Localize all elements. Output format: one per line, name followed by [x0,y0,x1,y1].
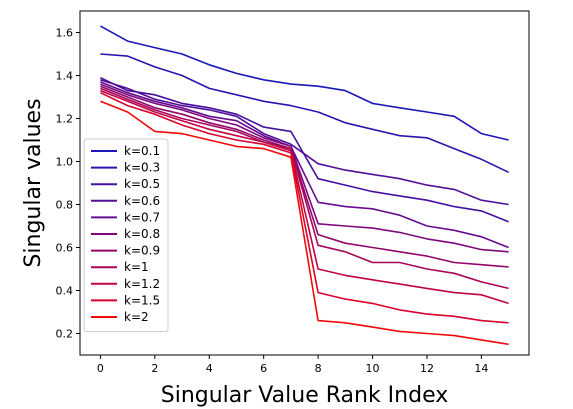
y-tick-label: 1.6 [56,27,74,40]
legend-label: k=1.2 [124,277,160,291]
y-tick-label: 0.2 [56,328,74,341]
ticks-layer: 0 2 4 6 8 10 12 14 0.2 0.4 0.6 0.8 1.0 1.2 1.4 1.6 [56,27,489,376]
x-axis-title: Singular Value Rank Index [161,383,449,408]
legend-label: k=1.5 [124,293,160,307]
legend-label: k=0.8 [124,227,160,241]
series-line-6 [100,85,509,268]
y-tick-label: 0.4 [56,285,74,298]
x-tick-label: 14 [474,362,488,375]
series-line-10 [100,100,509,346]
legend-label: k=0.6 [124,194,160,208]
legend: k=0.1 k=0.3 k=0.5 k=0.6 k=0.7 k=0.8 k=0.9 k=1 k=… [83,138,169,333]
legend-label: k=0.5 [124,177,160,191]
y-tick-label: 0.6 [56,242,74,255]
series-line-7 [100,87,509,290]
series-line-1 [100,53,509,174]
x-tick-label: 8 [315,362,322,375]
x-tick-label: 4 [206,362,213,375]
legend-label: k=0.7 [124,210,160,224]
series-line-2 [100,76,509,223]
legend-label: k=0.3 [124,161,160,175]
x-tick-label: 12 [420,362,434,375]
x-tick-label: 10 [366,362,380,375]
series-line-4 [100,81,509,249]
y-tick-label: 1.4 [56,70,74,83]
x-tick-label: 2 [151,362,158,375]
series-line-8 [100,89,509,305]
legend-label: k=0.9 [124,244,160,258]
y-axis-title: Singular values [21,98,46,267]
series-layer [100,25,509,346]
legend-label: k=2 [124,310,149,324]
y-tick-label: 1.2 [56,113,74,126]
legend-label: k=1 [124,260,149,274]
series-line-0 [100,25,509,141]
x-tick-label: 6 [260,362,267,375]
plot-frame [79,10,530,356]
series-line-5 [100,83,509,253]
y-tick-label: 1.0 [56,156,74,169]
legend-label: k=0.1 [124,144,160,158]
series-line-3 [100,79,509,206]
y-tick-label: 0.8 [56,199,74,212]
series-line-9 [100,91,509,324]
x-tick-label: 0 [97,362,104,375]
